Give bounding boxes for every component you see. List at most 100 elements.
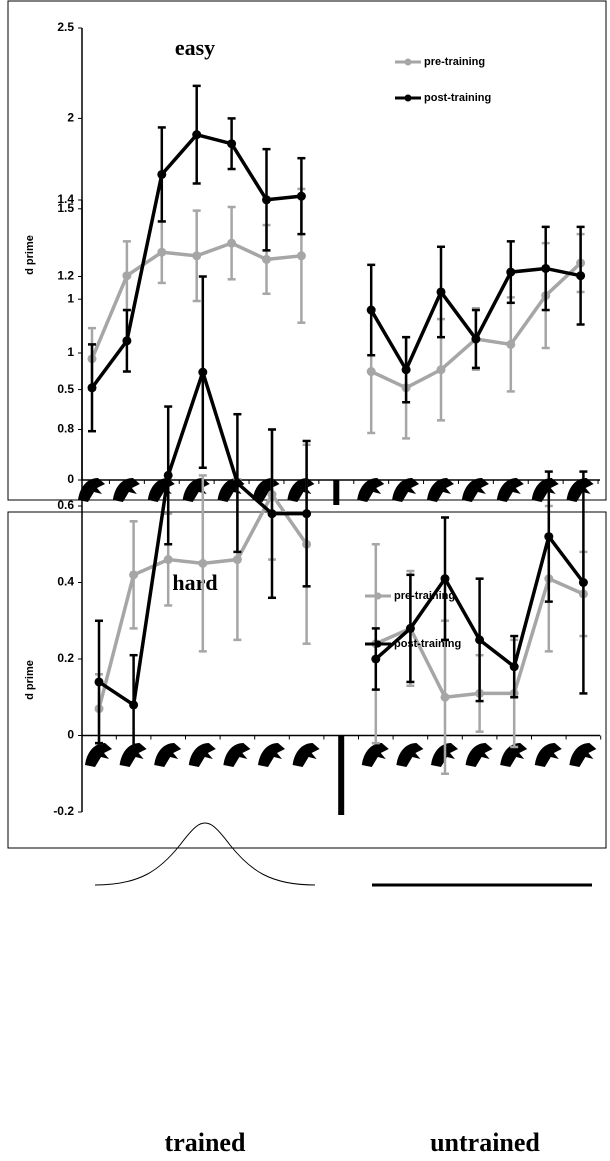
stimulus-icon	[292, 743, 320, 767]
legend-marker	[404, 94, 412, 102]
series-line	[97, 491, 585, 710]
point	[262, 254, 271, 264]
y-tick-label: 0.5	[57, 382, 74, 396]
point	[198, 558, 208, 568]
y-tick-label: 1.4	[57, 192, 74, 206]
stimulus-icon	[461, 478, 489, 502]
point	[366, 367, 376, 377]
point	[296, 251, 306, 261]
point	[440, 692, 450, 702]
point	[192, 130, 202, 140]
group-divider	[333, 480, 340, 505]
point	[157, 169, 167, 179]
point	[506, 339, 516, 349]
stimulus-icon	[85, 743, 112, 767]
point	[267, 509, 277, 519]
stimulus-icon	[223, 743, 251, 767]
point	[227, 238, 237, 248]
series-line	[98, 366, 585, 708]
y-tick-label: 0	[67, 472, 74, 486]
point	[475, 635, 485, 645]
point	[440, 574, 450, 584]
stimulus-icon	[112, 478, 140, 502]
point	[129, 700, 139, 710]
stimulus-icon	[182, 478, 210, 502]
stimulus-icon	[534, 743, 562, 767]
stimulus-icon	[78, 478, 105, 502]
y-tick-label: 0.4	[57, 575, 74, 589]
stimulus-icon	[427, 478, 454, 502]
stimulus-icon	[147, 478, 175, 502]
point	[122, 271, 132, 281]
y-tick-label: 1.2	[57, 269, 74, 283]
series-line	[90, 241, 582, 390]
point	[262, 195, 271, 205]
stimulus-icon	[392, 478, 420, 502]
group-divider	[338, 735, 345, 815]
point	[87, 383, 97, 393]
point	[366, 305, 376, 315]
group-label: trained	[165, 1128, 246, 1157]
y-tick-label: 1	[67, 345, 74, 359]
y-tick-label: 1	[67, 291, 74, 305]
y-tick-label: 0.8	[57, 422, 74, 436]
point	[405, 623, 415, 633]
point	[436, 365, 446, 375]
panel-frame	[7, 0, 607, 501]
legend-label: post-training	[394, 638, 461, 650]
point	[232, 478, 242, 488]
point	[94, 677, 104, 687]
stimulus-icon	[258, 743, 285, 767]
stimulus-icon	[357, 478, 385, 502]
legend-marker	[404, 58, 412, 66]
stimulus-icon	[531, 478, 559, 502]
point	[163, 555, 173, 565]
stimulus-icon	[566, 478, 594, 502]
y-tick-label: 2.5	[57, 20, 74, 34]
point	[157, 247, 167, 257]
point	[371, 654, 381, 664]
point	[163, 470, 173, 480]
stimulus-icon	[500, 743, 528, 767]
point	[471, 334, 481, 344]
y-tick-label: 0	[67, 728, 74, 742]
chart-title: hard	[172, 570, 217, 595]
point	[232, 555, 242, 565]
point	[192, 251, 202, 261]
point	[122, 336, 132, 346]
stimulus-icon	[569, 743, 597, 767]
stimulus-icon	[361, 743, 389, 767]
y-tick-label: 0.2	[57, 651, 74, 665]
y-axis-label: d prime	[24, 660, 36, 700]
point	[544, 532, 554, 542]
point	[198, 367, 208, 377]
y-tick-label: -0.2	[53, 804, 74, 818]
legend-label: pre-training	[424, 56, 485, 68]
stimulus-icon	[188, 743, 216, 767]
point	[302, 509, 312, 519]
point	[227, 139, 237, 149]
legend-label: post-training	[424, 92, 491, 104]
group-label: untrained	[430, 1128, 540, 1157]
stimulus-icon	[396, 743, 424, 767]
chart-title: easy	[175, 35, 215, 60]
y-tick-label: 2	[67, 111, 74, 125]
tuning-curve	[94, 822, 316, 886]
point	[436, 287, 446, 297]
point	[401, 365, 411, 375]
stimulus-icon	[496, 478, 524, 502]
point	[509, 662, 519, 672]
stimulus-icon	[154, 743, 182, 767]
point	[129, 570, 139, 580]
point	[296, 191, 306, 201]
point	[541, 263, 551, 273]
point	[576, 271, 586, 281]
point	[506, 267, 516, 277]
stimulus-icon	[465, 743, 493, 767]
y-tick-label: 1.5	[57, 201, 74, 215]
stimulus-icon	[287, 478, 315, 502]
y-tick-label: 0.6	[57, 498, 74, 512]
y-axis-label: d prime	[24, 235, 36, 275]
